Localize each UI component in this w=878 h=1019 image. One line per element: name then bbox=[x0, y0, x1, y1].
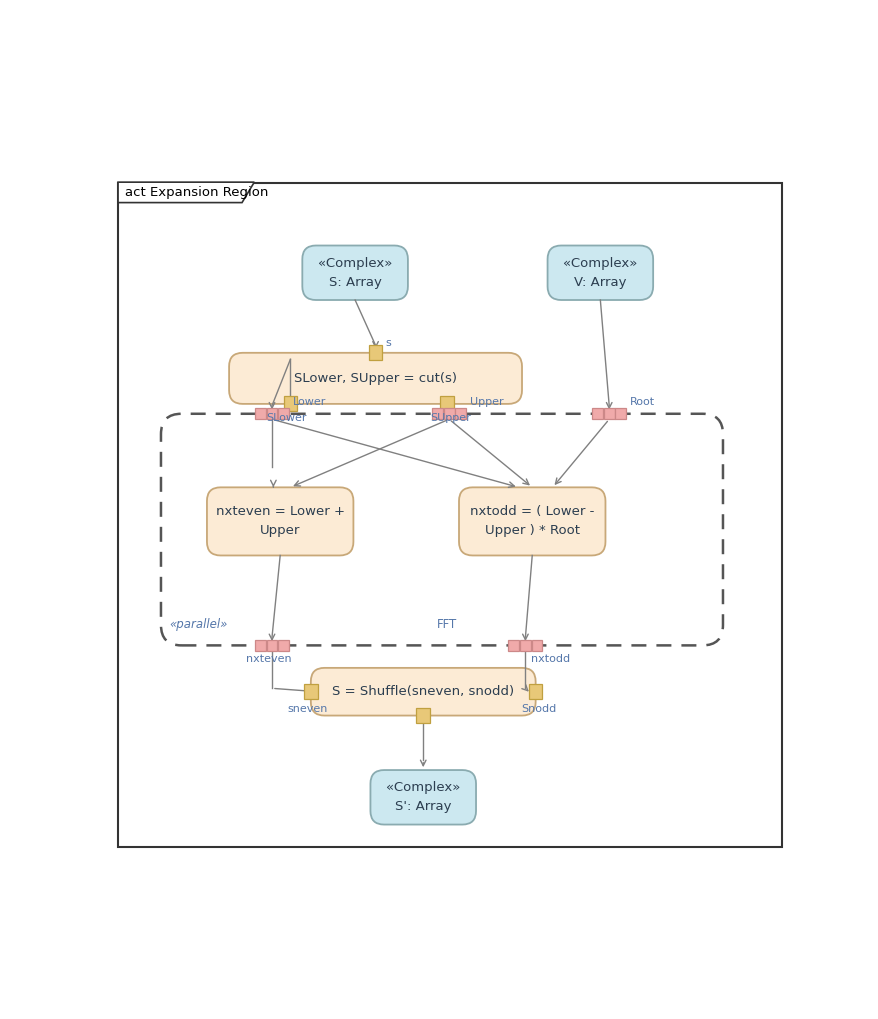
FancyBboxPatch shape bbox=[529, 684, 542, 699]
FancyBboxPatch shape bbox=[229, 353, 522, 404]
FancyBboxPatch shape bbox=[592, 409, 602, 419]
Text: «parallel»: «parallel» bbox=[169, 619, 227, 632]
FancyBboxPatch shape bbox=[369, 345, 382, 361]
Text: FFT: FFT bbox=[436, 619, 457, 632]
FancyBboxPatch shape bbox=[440, 396, 453, 412]
FancyBboxPatch shape bbox=[266, 409, 277, 419]
Text: nxtodd = ( Lower -: nxtodd = ( Lower - bbox=[470, 505, 594, 519]
FancyBboxPatch shape bbox=[266, 640, 277, 651]
Text: S = Shuffle(sneven, snodd): S = Shuffle(sneven, snodd) bbox=[332, 685, 514, 698]
Polygon shape bbox=[118, 182, 254, 203]
FancyBboxPatch shape bbox=[302, 246, 407, 300]
FancyBboxPatch shape bbox=[304, 684, 317, 699]
Text: nxtodd: nxtodd bbox=[530, 654, 569, 664]
FancyBboxPatch shape bbox=[443, 409, 454, 419]
FancyBboxPatch shape bbox=[520, 640, 530, 651]
FancyBboxPatch shape bbox=[507, 640, 519, 651]
Text: Upper: Upper bbox=[469, 397, 502, 407]
Text: «Complex»: «Complex» bbox=[385, 782, 460, 794]
Text: S: Array: S: Array bbox=[328, 276, 381, 288]
Text: nxteven = Lower +: nxteven = Lower + bbox=[215, 505, 344, 519]
Text: Upper: Upper bbox=[260, 525, 300, 537]
Text: Lower: Lower bbox=[292, 397, 326, 407]
FancyBboxPatch shape bbox=[455, 409, 465, 419]
FancyBboxPatch shape bbox=[277, 640, 289, 651]
Text: SUpper: SUpper bbox=[429, 413, 471, 423]
Text: SLower, SUpper = cut(s): SLower, SUpper = cut(s) bbox=[294, 372, 457, 385]
FancyBboxPatch shape bbox=[255, 409, 265, 419]
Text: Snodd: Snodd bbox=[521, 704, 556, 714]
Text: «Complex»: «Complex» bbox=[563, 257, 637, 270]
Text: SLower: SLower bbox=[266, 413, 307, 423]
Text: Root: Root bbox=[629, 397, 654, 407]
Text: act Expansion Region: act Expansion Region bbox=[125, 185, 268, 199]
FancyBboxPatch shape bbox=[547, 246, 652, 300]
Text: sneven: sneven bbox=[287, 704, 327, 714]
FancyBboxPatch shape bbox=[603, 409, 614, 419]
FancyBboxPatch shape bbox=[255, 640, 265, 651]
FancyBboxPatch shape bbox=[206, 487, 353, 555]
Text: «Complex»: «Complex» bbox=[318, 257, 392, 270]
FancyBboxPatch shape bbox=[458, 487, 605, 555]
FancyBboxPatch shape bbox=[284, 396, 297, 412]
Text: nxteven: nxteven bbox=[246, 654, 291, 664]
FancyBboxPatch shape bbox=[370, 770, 476, 824]
FancyBboxPatch shape bbox=[311, 667, 535, 715]
FancyBboxPatch shape bbox=[118, 182, 781, 847]
Text: Upper ) * Root: Upper ) * Root bbox=[484, 525, 579, 537]
FancyBboxPatch shape bbox=[277, 409, 289, 419]
FancyBboxPatch shape bbox=[531, 640, 542, 651]
FancyBboxPatch shape bbox=[615, 409, 625, 419]
Text: s: s bbox=[385, 338, 391, 348]
FancyBboxPatch shape bbox=[416, 708, 429, 723]
Text: S': Array: S': Array bbox=[394, 800, 451, 813]
Text: V: Array: V: Array bbox=[573, 276, 626, 288]
FancyBboxPatch shape bbox=[432, 409, 443, 419]
